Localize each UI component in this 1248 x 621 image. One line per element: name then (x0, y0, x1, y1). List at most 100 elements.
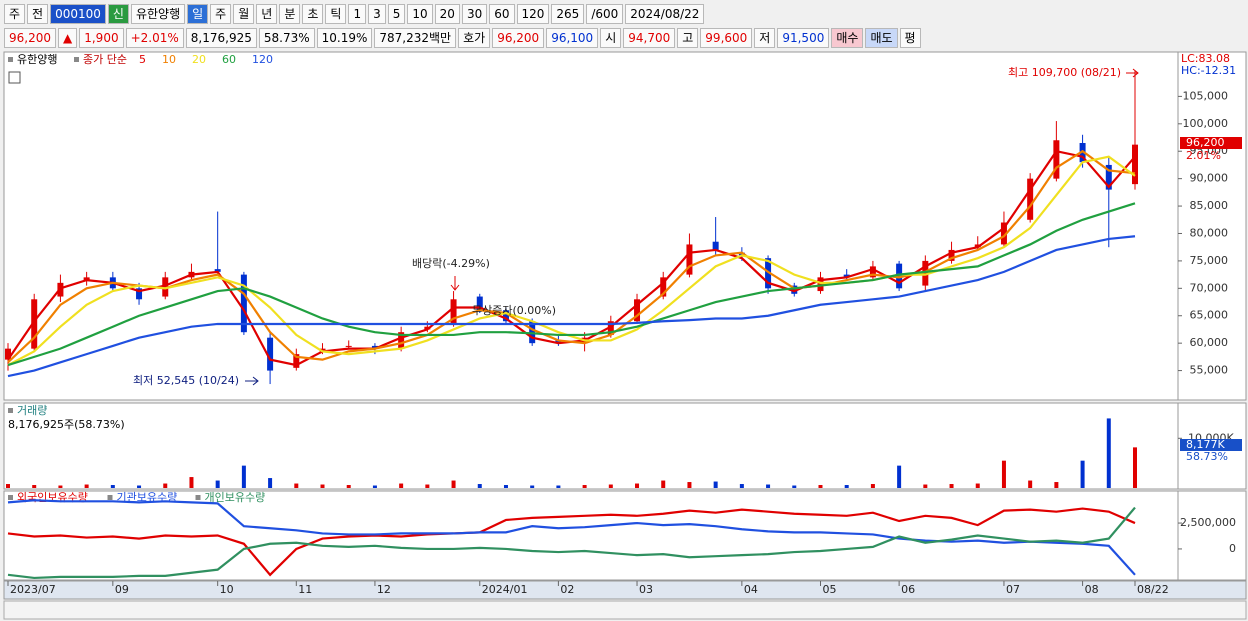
candle-body (31, 299, 38, 349)
x-tick-label: 11 (298, 583, 312, 596)
toolbar-button[interactable]: 265 (551, 4, 585, 24)
x-tick-label: 12 (377, 583, 391, 596)
toolbar-button[interactable]: 년 (256, 4, 278, 24)
volume-bar (425, 484, 430, 488)
volume-bar (582, 485, 587, 488)
candle-body (948, 249, 955, 261)
volume-last: 8,177K (1186, 438, 1225, 451)
legend-entry: 외국인보유수량 (17, 491, 88, 504)
moving-average (7, 202, 1136, 367)
y-tick-label: 90,000 (1190, 172, 1229, 185)
y-tick-label: 95,000 (1190, 144, 1229, 157)
toolbar-button[interactable]: 분 (279, 4, 301, 24)
panel-subtitle: 8,176,925주(58.73%) (8, 418, 125, 431)
volume-bar (477, 484, 482, 488)
annotation: 무상증자(0.00%) (472, 304, 556, 317)
toolbar-button[interactable]: 틱 (325, 4, 347, 24)
quote-field: 호가 (458, 28, 491, 48)
volume-bar (137, 485, 142, 488)
legend-entry: 개인보유수량 (205, 491, 266, 504)
axis-panel (1177, 490, 1247, 581)
toolbar-button[interactable]: 월 (233, 4, 255, 24)
candle-body (109, 277, 116, 289)
indicator: HC:-12.31 (1181, 64, 1236, 77)
candle-body (660, 277, 667, 297)
y-tick-label: 105,000 (1183, 89, 1229, 102)
x-tick-label: 03 (639, 583, 653, 596)
x-tick-label: 02 (560, 583, 574, 596)
candle-body (843, 274, 850, 278)
quote-field: 고 (677, 28, 699, 48)
toolbar-button[interactable]: 1 (348, 4, 367, 24)
toolbar-button[interactable]: 주 (210, 4, 232, 24)
toolbar-button[interactable]: 20 (434, 4, 460, 24)
candle-body (529, 321, 536, 344)
volume-bar (975, 483, 980, 488)
quote-field: 94,700 (623, 28, 676, 48)
x-tick-label: 2023/07 (10, 583, 56, 596)
toolbar-button[interactable]: 3 (368, 4, 386, 24)
candle-body (896, 263, 903, 289)
candle-body (450, 299, 457, 324)
toolbar-button[interactable]: 주 (4, 4, 26, 24)
volume-bar (897, 465, 902, 488)
candle-body (345, 345, 352, 347)
quote-field[interactable]: 평 (899, 28, 921, 48)
candle-body (136, 288, 143, 300)
candle-body (791, 285, 798, 294)
volume-bar (1080, 460, 1085, 488)
candle-body (83, 277, 90, 281)
y-tick-label: 100,000 (1183, 117, 1229, 130)
quote-field: 10.19% (316, 28, 373, 48)
volume-bar (215, 480, 220, 488)
last-price: 96,200 (1186, 136, 1225, 149)
change-rate: 2.01% (1186, 149, 1221, 162)
toolbar-button[interactable]: 10 (407, 4, 433, 24)
x-tick-label: 05 (822, 583, 836, 596)
quote-field: +2.01% (125, 28, 184, 48)
annotation-arrow (1126, 68, 1139, 78)
volume-bar (687, 482, 692, 488)
y-tick-label: 0 (1229, 542, 1236, 555)
panel (3, 51, 1179, 401)
toolbar-button[interactable]: 30 (461, 4, 488, 24)
y-tick-label: 2,500,000 (1180, 516, 1236, 529)
candle-body (1079, 143, 1086, 163)
candle-body (817, 277, 824, 292)
x-tick-label: 10 (220, 583, 234, 596)
volume-bar (818, 485, 823, 488)
legend-entry: 60 (222, 53, 236, 66)
toolbar-button[interactable]: 유한양행 (130, 4, 186, 24)
toolbar-button[interactable]: 2024/08/22 (625, 4, 705, 24)
legend-icon (107, 495, 113, 500)
candle-body (5, 348, 11, 360)
volume-bar (346, 485, 351, 488)
volume-bar (503, 485, 508, 488)
toolbar-button[interactable]: 신 (107, 4, 129, 24)
volume-bar (399, 483, 404, 488)
toolbar-button[interactable]: 초 (302, 4, 324, 24)
volume-bar (1133, 447, 1137, 488)
toolbar-button[interactable]: 120 (516, 4, 550, 24)
annotation-arrow (245, 376, 259, 386)
toolbar-button[interactable]: 전 (27, 4, 49, 24)
quote-bar: 96,200 ▲ 1,900 +2.01% 8,176,925 58.73% 10.19% 7… (0, 26, 1248, 50)
volume-bar (739, 484, 744, 488)
toolbar-button[interactable]: 000100 (50, 4, 106, 24)
toolbar-button[interactable]: 5 (387, 4, 406, 24)
quote-field[interactable]: 매도 (865, 28, 898, 48)
toolbar-button[interactable]: 60 (489, 4, 515, 24)
volume-bar (372, 485, 377, 488)
volume-bar (84, 484, 89, 488)
y-tick-label: 55,000 (1190, 364, 1229, 377)
candle-body (738, 252, 745, 256)
toolbar-button[interactable]: /600 (586, 4, 624, 24)
moving-average (7, 155, 1136, 367)
candle-body (974, 244, 981, 248)
candle-body (1027, 178, 1034, 220)
panel (3, 490, 1179, 581)
quote-field[interactable]: 매수 (831, 28, 864, 48)
volume-bar (1054, 482, 1059, 488)
toolbar-button[interactable]: 일 (187, 4, 209, 24)
volume-bar (949, 484, 954, 488)
